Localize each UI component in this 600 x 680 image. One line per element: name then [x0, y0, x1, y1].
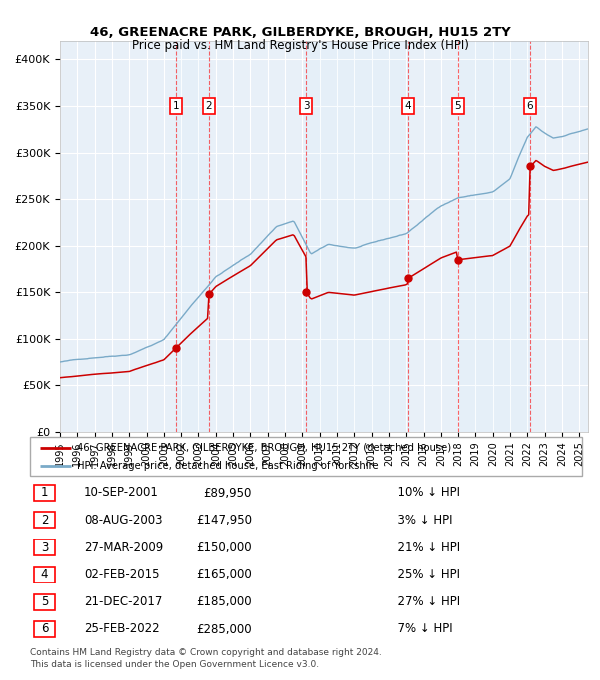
Text: 1: 1	[173, 101, 179, 111]
Text: 21% ↓ HPI: 21% ↓ HPI	[390, 541, 460, 554]
Text: £185,000: £185,000	[196, 595, 252, 609]
Text: 4: 4	[41, 568, 48, 581]
Text: £165,000: £165,000	[196, 568, 252, 581]
Text: HPI: Average price, detached house, East Riding of Yorkshire: HPI: Average price, detached house, East…	[77, 461, 379, 471]
Text: 7% ↓ HPI: 7% ↓ HPI	[390, 622, 452, 636]
Text: 25-FEB-2022: 25-FEB-2022	[84, 622, 160, 636]
Text: This data is licensed under the Open Government Licence v3.0.: This data is licensed under the Open Gov…	[30, 660, 319, 669]
Text: 5: 5	[454, 101, 461, 111]
Text: 3% ↓ HPI: 3% ↓ HPI	[390, 513, 452, 527]
Text: 02-FEB-2015: 02-FEB-2015	[84, 568, 160, 581]
Text: £150,000: £150,000	[196, 541, 252, 554]
Text: 5: 5	[41, 595, 48, 609]
Text: 2: 2	[41, 513, 48, 527]
Bar	[176, 41, 209, 432]
Text: 10% ↓ HPI: 10% ↓ HPI	[390, 486, 460, 500]
Text: 2: 2	[206, 101, 212, 111]
Text: 27-MAR-2009: 27-MAR-2009	[84, 541, 163, 554]
Text: 4: 4	[404, 101, 411, 111]
Text: 1: 1	[41, 486, 48, 500]
Text: 10-SEP-2001: 10-SEP-2001	[84, 486, 159, 500]
Text: £285,000: £285,000	[196, 622, 252, 636]
Text: 3: 3	[303, 101, 310, 111]
Text: £147,950: £147,950	[196, 513, 252, 527]
Text: Price paid vs. HM Land Registry's House Price Index (HPI): Price paid vs. HM Land Registry's House …	[131, 39, 469, 52]
Text: 46, GREENACRE PARK, GILBERDYKE, BROUGH, HU15 2TY: 46, GREENACRE PARK, GILBERDYKE, BROUGH, …	[89, 26, 511, 39]
Text: 27% ↓ HPI: 27% ↓ HPI	[390, 595, 460, 609]
Text: 46, GREENACRE PARK, GILBERDYKE, BROUGH, HU15 2TY (detached house): 46, GREENACRE PARK, GILBERDYKE, BROUGH, …	[77, 443, 451, 453]
Text: 6: 6	[41, 622, 48, 636]
Text: 3: 3	[41, 541, 48, 554]
Text: 08-AUG-2003: 08-AUG-2003	[84, 513, 163, 527]
Text: Contains HM Land Registry data © Crown copyright and database right 2024.: Contains HM Land Registry data © Crown c…	[30, 648, 382, 657]
Bar	[307, 41, 408, 432]
Text: 25% ↓ HPI: 25% ↓ HPI	[390, 568, 460, 581]
Text: 6: 6	[527, 101, 533, 111]
Text: 21-DEC-2017: 21-DEC-2017	[84, 595, 163, 609]
Bar	[458, 41, 530, 432]
Text: £89,950: £89,950	[203, 486, 252, 500]
